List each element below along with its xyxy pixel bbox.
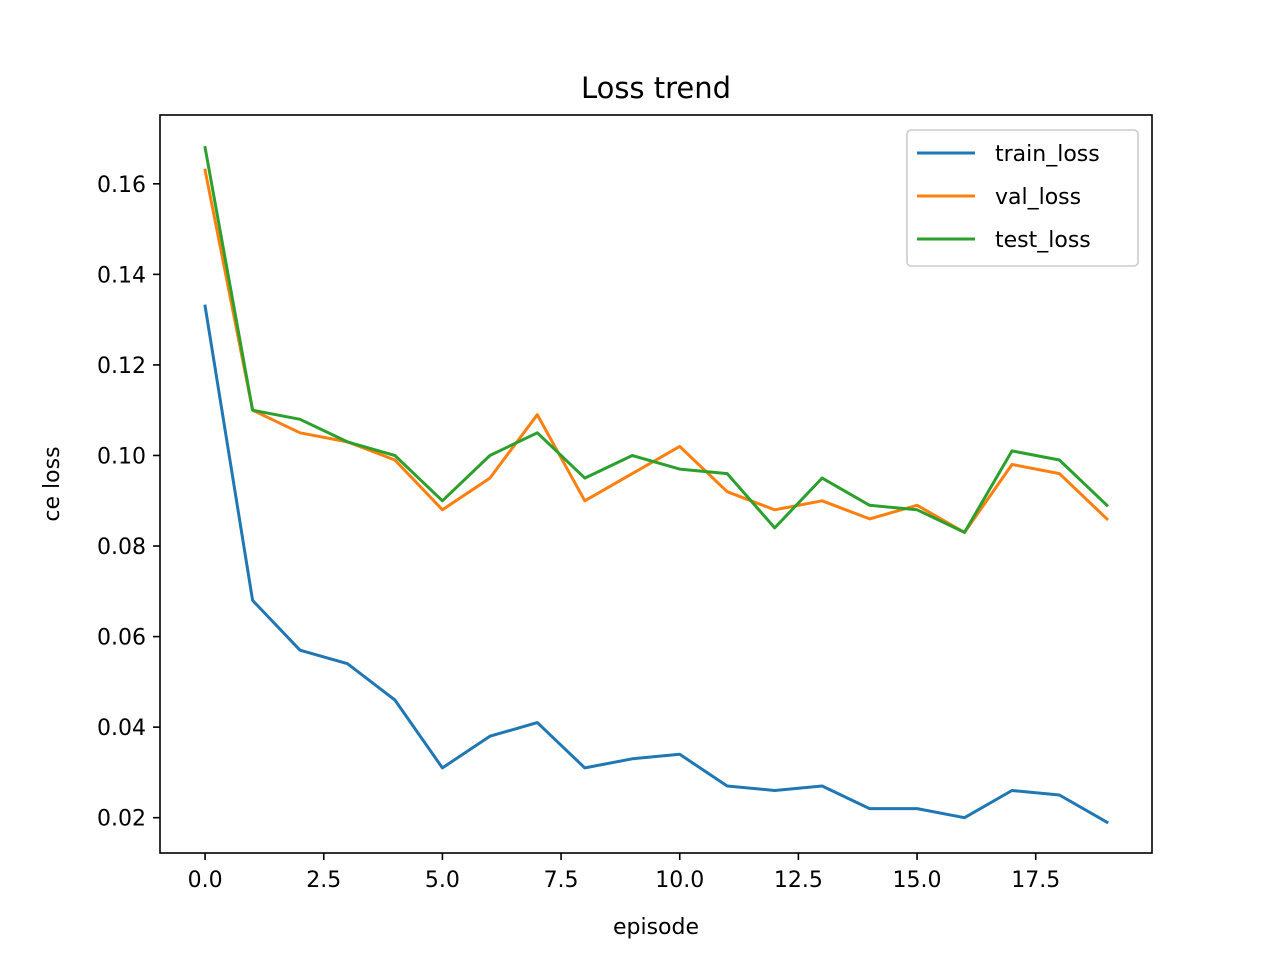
x-axis-ticks: 0.0 2.5 5.0 7.5 10.0 12.5 15.0 17.5: [188, 853, 1060, 893]
x-tick-label: 7.5: [544, 868, 579, 893]
y-tick-label: 0.10: [97, 444, 146, 469]
y-tick-label: 0.16: [97, 173, 146, 198]
y-tick-label: 0.02: [97, 807, 146, 832]
legend-label: val_loss: [995, 185, 1081, 210]
y-tick-label: 0.06: [97, 626, 146, 651]
chart-title: Loss trend: [581, 71, 731, 105]
y-tick-label: 0.08: [97, 535, 146, 560]
series-line-test_loss: [203, 145, 1110, 534]
y-tick-label: 0.14: [97, 263, 146, 288]
series-line-train_loss: [203, 304, 1109, 825]
legend-label: test_loss: [995, 228, 1091, 253]
x-tick-label: 17.5: [1011, 868, 1060, 893]
plot-frame: [159, 114, 1153, 854]
x-tick-label: 0.0: [188, 868, 223, 893]
legend-label: train_loss: [995, 142, 1100, 167]
x-tick-label: 2.5: [306, 868, 341, 893]
y-axis-ticks: 0.02 0.04 0.06 0.08 0.10 0.12 0.14 0.16: [97, 173, 160, 832]
legend: train_loss val_loss test_loss: [906, 129, 1139, 267]
y-axis-label: ce loss: [40, 446, 65, 521]
y-tick-label: 0.04: [97, 716, 146, 741]
x-tick-label: 15.0: [893, 868, 942, 893]
x-tick-label: 10.0: [655, 868, 704, 893]
series-lines: [203, 145, 1110, 825]
x-tick-label: 12.5: [774, 868, 823, 893]
y-tick-label: 0.12: [97, 354, 146, 379]
legend-box: [906, 129, 1139, 267]
x-axis-label: episode: [613, 915, 699, 940]
x-tick-label: 5.0: [425, 868, 460, 893]
